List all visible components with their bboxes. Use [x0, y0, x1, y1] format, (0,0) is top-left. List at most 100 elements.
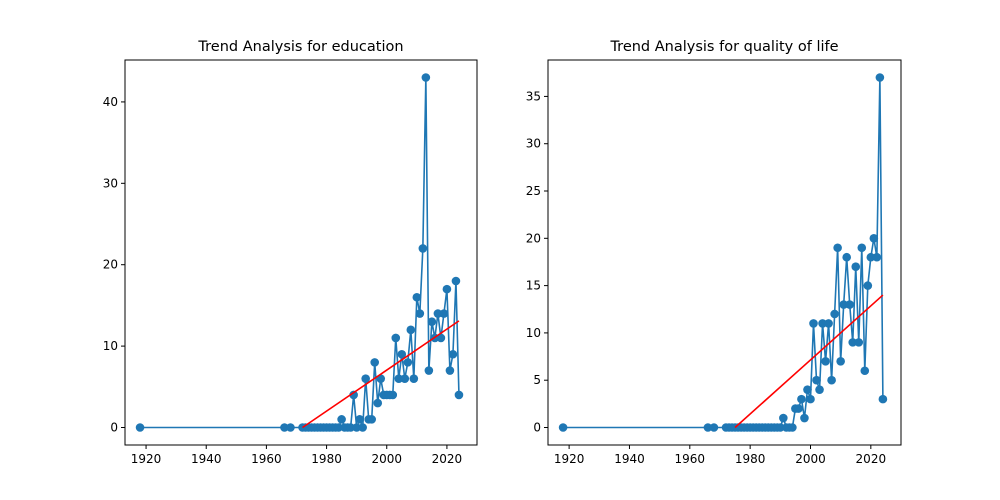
data-point — [709, 423, 719, 432]
data-point — [821, 356, 830, 366]
data-point — [800, 413, 809, 423]
series-line — [140, 76, 460, 429]
y-tick-label: 35 — [526, 89, 541, 103]
y-tick-label: 5 — [533, 373, 541, 387]
data-point — [863, 281, 873, 290]
data-point — [400, 374, 410, 383]
y-tick-label: 10 — [103, 339, 118, 353]
data-point — [415, 309, 425, 318]
x-tick-label: 1940 — [614, 452, 645, 466]
data-point — [788, 423, 797, 432]
y-tick-label: 15 — [526, 279, 541, 293]
data-point — [451, 276, 461, 286]
trend-line — [302, 320, 460, 429]
subplot-education: Trend Analysis for education 1920 1940 1960… — [103, 39, 478, 466]
data-point — [394, 374, 404, 383]
data-point — [833, 243, 842, 253]
data-point — [812, 375, 821, 385]
data-point — [135, 423, 145, 432]
trend-line — [734, 294, 884, 429]
y-tick-label: 20 — [526, 231, 541, 245]
data-point — [848, 338, 858, 347]
data-point — [442, 284, 452, 294]
x-tick-label: 2020 — [432, 452, 463, 466]
data-point — [794, 404, 803, 413]
data-point — [878, 394, 888, 404]
x-tick-label: 2000 — [371, 452, 402, 466]
data-point — [842, 252, 851, 262]
data-point — [349, 390, 358, 400]
data-point — [373, 398, 383, 408]
data-point — [436, 333, 446, 343]
data-point — [427, 317, 437, 326]
data-point — [346, 423, 355, 432]
data-point — [424, 366, 434, 375]
data-point — [358, 423, 367, 432]
data-point — [809, 319, 818, 328]
chart-title: Trend Analysis for education — [197, 39, 403, 55]
data-point — [418, 244, 428, 253]
data-point — [337, 415, 346, 424]
data-point — [445, 366, 455, 375]
x-tick-label: 2020 — [856, 452, 887, 466]
data-point — [815, 385, 824, 394]
data-point — [845, 300, 855, 309]
axes-frame — [124, 59, 478, 446]
chart-title: Trend Analysis for quality of life — [609, 39, 838, 55]
data-point — [872, 252, 882, 262]
data-point — [439, 309, 449, 318]
data-point — [818, 319, 827, 328]
data-point — [836, 356, 845, 366]
y-tick-label: 40 — [103, 95, 118, 109]
x-tick-label: 2000 — [795, 452, 826, 466]
data-point — [454, 390, 464, 400]
data-point — [406, 325, 416, 335]
data-point — [839, 300, 848, 309]
data-point — [857, 243, 867, 253]
data-point — [827, 375, 836, 385]
subplot-quality-of-life: Trend Analysis for quality of life 1920 19… — [526, 39, 902, 466]
data-point — [370, 358, 380, 367]
axes-frame — [547, 59, 902, 446]
data-point — [824, 319, 833, 328]
data-point — [776, 423, 785, 432]
data-point — [448, 349, 458, 359]
data-point — [334, 423, 343, 432]
x-tick-label: 1920 — [131, 452, 162, 466]
data-point — [803, 385, 812, 394]
y-tick-label: 10 — [526, 326, 541, 340]
data-point — [367, 415, 377, 424]
data-point — [397, 349, 407, 359]
data-point — [806, 394, 815, 404]
data-point — [854, 338, 864, 347]
data-point — [433, 309, 443, 318]
x-tick-label: 1960 — [675, 452, 706, 466]
data-point — [421, 73, 431, 82]
y-tick-label: 20 — [103, 258, 118, 272]
data-point — [830, 309, 839, 319]
data-point — [286, 423, 295, 432]
y-tick-label: 0 — [110, 421, 118, 435]
data-point — [412, 292, 422, 302]
data-point — [352, 423, 361, 432]
data-point — [869, 234, 879, 243]
data-point — [391, 333, 401, 343]
data-point — [388, 390, 398, 400]
series-line — [563, 76, 884, 429]
x-tick-label: 1960 — [251, 452, 282, 466]
data-point — [558, 423, 568, 432]
y-tick-label: 25 — [526, 184, 541, 198]
data-point — [409, 374, 419, 383]
data-point — [403, 358, 413, 367]
x-tick-label: 1980 — [311, 452, 342, 466]
data-point — [779, 413, 788, 423]
data-point — [703, 423, 713, 432]
data-point — [866, 252, 876, 262]
x-tick-label: 1980 — [735, 452, 766, 466]
y-tick-label: 0 — [533, 421, 541, 435]
y-tick-label: 30 — [526, 137, 541, 151]
data-point — [851, 262, 861, 271]
data-point — [860, 366, 870, 376]
y-tick-label: 30 — [103, 176, 118, 190]
